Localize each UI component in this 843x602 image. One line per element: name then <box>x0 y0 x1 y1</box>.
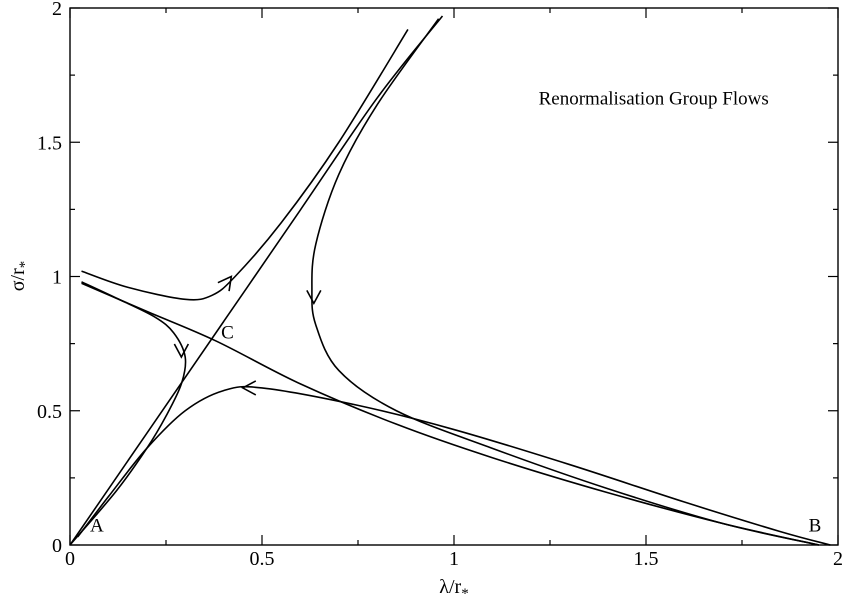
x-axis-label: λ/r* <box>439 576 468 602</box>
annotation-label: B <box>809 516 822 537</box>
x-tick-label: 1.5 <box>634 548 659 570</box>
flow-arrowhead <box>241 380 257 396</box>
flow-line <box>77 385 831 546</box>
tick-labels: 0 0.5 1 1.5 2 0 0.5 1 1.5 2 <box>37 0 843 570</box>
y-tick-label: 0.5 <box>37 401 62 423</box>
flow-lines <box>69 15 831 546</box>
flow-line <box>69 281 187 546</box>
y-tick-label: 2 <box>52 0 62 20</box>
flow-line <box>69 15 444 546</box>
annotation-label: Renormalisation Group Flows <box>539 89 769 110</box>
y-tick-label: 1.5 <box>37 132 62 154</box>
y-tick-label: 0 <box>52 535 62 557</box>
annotation-label: A <box>90 516 104 537</box>
y-axis-label: σ/r* <box>7 261 33 292</box>
flow-line <box>81 29 409 301</box>
x-tick-label: 0.5 <box>250 548 275 570</box>
flow-line <box>311 18 819 546</box>
flow-arrowhead <box>173 343 190 359</box>
x-tick-label: 1 <box>449 548 459 570</box>
x-tick-label: 0 <box>65 548 75 570</box>
flow-arrowhead <box>306 289 322 306</box>
annotation-label: C <box>221 322 234 343</box>
y-tick-label: 1 <box>52 267 62 289</box>
annotations: Renormalisation Group Flows A B C <box>90 89 821 537</box>
flow-arrowhead <box>217 275 233 292</box>
x-tick-label: 2 <box>833 548 843 570</box>
flow-arrows <box>173 275 322 396</box>
flow-line <box>81 282 819 546</box>
